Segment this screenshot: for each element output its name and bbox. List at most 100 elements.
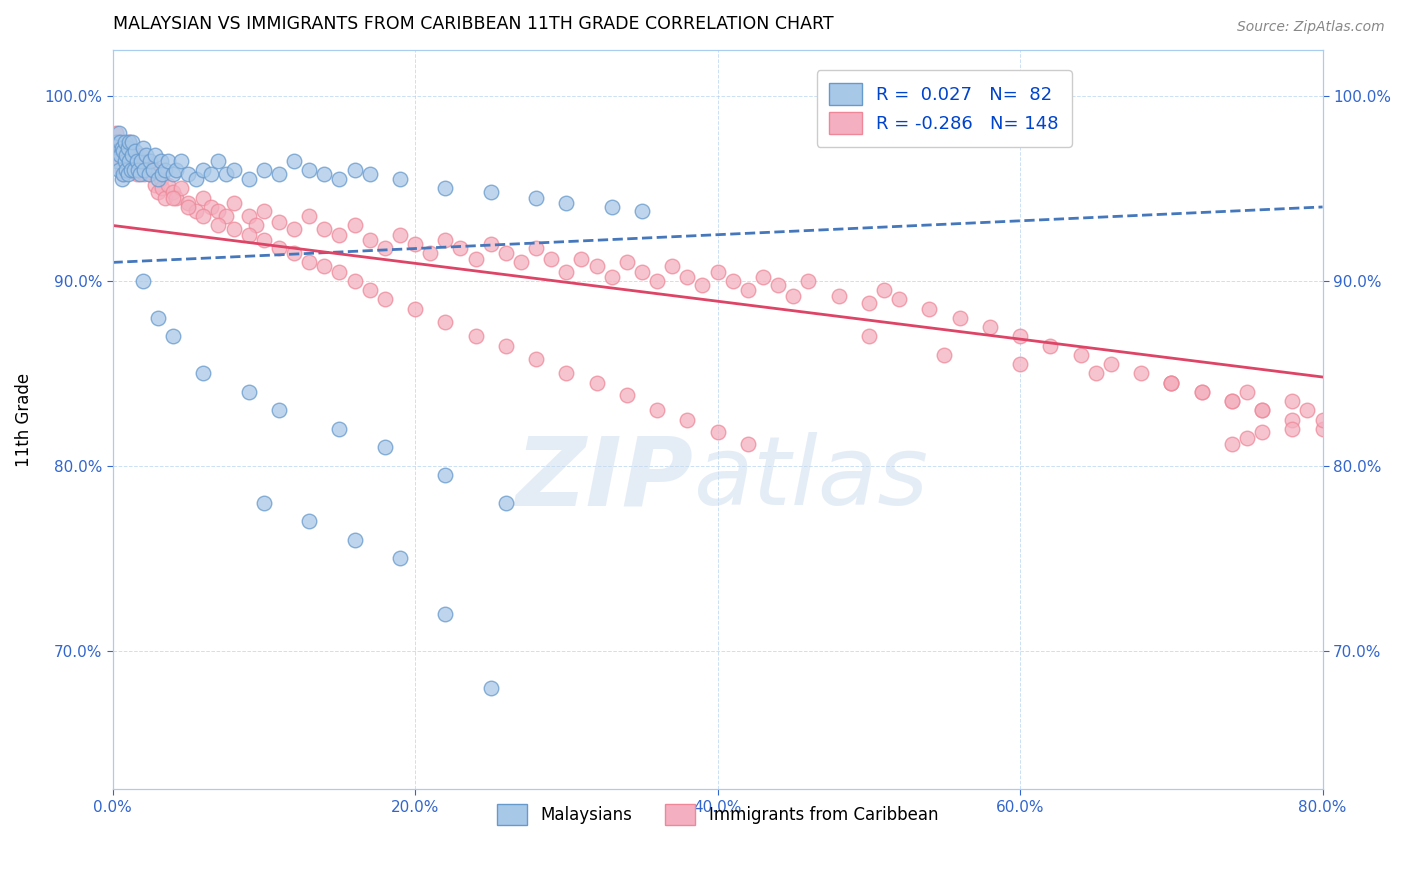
- Point: [121, 148, 143, 162]
- Point: [1236, 384, 1258, 399]
- Point: [283, 153, 305, 168]
- Point: [222, 222, 245, 236]
- Point: [328, 422, 350, 436]
- Point: [1070, 348, 1092, 362]
- Point: [600, 200, 623, 214]
- Point: [139, 153, 162, 168]
- Point: [128, 167, 150, 181]
- Point: [979, 320, 1001, 334]
- Point: [162, 167, 184, 181]
- Point: [419, 246, 441, 260]
- Point: [737, 436, 759, 450]
- Point: [343, 533, 366, 547]
- Text: MALAYSIAN VS IMMIGRANTS FROM CARIBBEAN 11TH GRADE CORRELATION CHART: MALAYSIAN VS IMMIGRANTS FROM CARIBBEAN 1…: [112, 15, 834, 33]
- Point: [146, 172, 169, 186]
- Y-axis label: 11th Grade: 11th Grade: [15, 373, 32, 467]
- Point: [1084, 367, 1107, 381]
- Point: [112, 145, 135, 159]
- Point: [128, 163, 150, 178]
- Point: [120, 148, 142, 162]
- Point: [177, 196, 200, 211]
- Point: [129, 148, 152, 162]
- Point: [152, 181, 174, 195]
- Point: [555, 367, 578, 381]
- Point: [253, 496, 276, 510]
- Point: [1312, 412, 1334, 426]
- Point: [404, 236, 426, 251]
- Legend: Malaysians, Immigrants from Caribbean: Malaysians, Immigrants from Caribbean: [485, 793, 950, 837]
- Point: [132, 274, 155, 288]
- Point: [142, 163, 165, 178]
- Point: [120, 163, 142, 178]
- Point: [706, 425, 728, 440]
- Point: [434, 314, 457, 328]
- Point: [328, 172, 350, 186]
- Point: [138, 167, 160, 181]
- Point: [434, 467, 457, 482]
- Point: [616, 388, 638, 402]
- Point: [184, 203, 207, 218]
- Point: [125, 167, 148, 181]
- Text: Source: ZipAtlas.com: Source: ZipAtlas.com: [1237, 20, 1385, 34]
- Point: [162, 185, 184, 199]
- Point: [495, 246, 517, 260]
- Point: [434, 233, 457, 247]
- Point: [177, 167, 200, 181]
- Point: [135, 153, 157, 168]
- Text: atlas: atlas: [693, 433, 928, 525]
- Point: [114, 141, 136, 155]
- Point: [127, 153, 149, 168]
- Point: [107, 163, 129, 178]
- Point: [222, 196, 245, 211]
- Point: [524, 191, 547, 205]
- Point: [152, 167, 174, 181]
- Point: [169, 153, 191, 168]
- Point: [359, 167, 381, 181]
- Point: [858, 329, 880, 343]
- Point: [120, 163, 142, 178]
- Point: [934, 348, 956, 362]
- Point: [115, 163, 138, 178]
- Point: [207, 219, 229, 233]
- Point: [1296, 403, 1319, 417]
- Point: [283, 246, 305, 260]
- Point: [105, 153, 128, 168]
- Point: [135, 148, 157, 162]
- Point: [1220, 394, 1243, 409]
- Point: [118, 135, 141, 149]
- Point: [661, 259, 683, 273]
- Point: [1160, 376, 1182, 390]
- Point: [1010, 357, 1032, 371]
- Point: [388, 227, 411, 242]
- Point: [108, 135, 131, 149]
- Point: [112, 167, 135, 181]
- Point: [631, 265, 654, 279]
- Point: [645, 403, 668, 417]
- Point: [692, 277, 714, 292]
- Point: [169, 181, 191, 195]
- Point: [105, 135, 128, 149]
- Point: [117, 141, 139, 155]
- Point: [948, 310, 970, 325]
- Point: [238, 384, 260, 399]
- Point: [155, 191, 177, 205]
- Point: [207, 203, 229, 218]
- Point: [115, 148, 138, 162]
- Point: [782, 288, 804, 302]
- Point: [165, 191, 187, 205]
- Point: [1130, 367, 1153, 381]
- Point: [283, 222, 305, 236]
- Point: [1220, 394, 1243, 409]
- Point: [676, 270, 699, 285]
- Point: [1191, 384, 1213, 399]
- Point: [108, 153, 131, 168]
- Point: [162, 329, 184, 343]
- Point: [134, 163, 156, 178]
- Point: [117, 167, 139, 181]
- Point: [434, 607, 457, 621]
- Point: [253, 233, 276, 247]
- Point: [112, 167, 135, 181]
- Point: [858, 296, 880, 310]
- Point: [328, 227, 350, 242]
- Point: [676, 412, 699, 426]
